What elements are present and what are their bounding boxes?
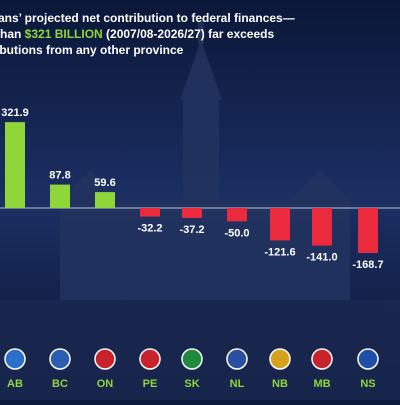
title-line: (2007/08-2026/27) far exceeds [103,27,275,41]
x-tick-label: NS [360,378,375,390]
value-label: 321.9 [1,107,29,119]
province-flag [226,348,248,370]
province-flag [4,348,26,370]
title-line: than [0,27,25,41]
value-label: -121.6 [264,246,295,258]
x-tick-label: ON [97,378,114,390]
x-tick-label: SK [184,378,199,390]
value-label: 59.6 [94,177,115,189]
province-flag [269,348,291,370]
value-label: -37.2 [179,224,204,236]
title-line: tans’ projected net contribution to fede… [0,11,295,25]
bar [140,208,160,217]
value-label: -141.0 [306,252,337,264]
bar [312,208,332,246]
title: tans’ projected net contribution to fede… [0,0,311,57]
x-tick-label: PE [143,378,158,390]
province-flag [181,348,203,370]
x-tick-label: NL [230,378,245,390]
bar [95,192,115,208]
value-label: -50.0 [224,227,249,239]
x-tick-label: NB [272,378,288,390]
province-flag [139,348,161,370]
province-flag [357,348,379,370]
x-tick-label: MB [313,378,330,390]
province-flag [49,348,71,370]
value-label: -168.7 [352,259,383,271]
province-flag [311,348,333,370]
title-line: ibutions from any other province [0,43,184,57]
province-flag [94,348,116,370]
value-label: -32.2 [137,223,162,235]
bar [5,122,25,208]
bar [358,208,378,253]
title-highlight: $321 BILLION [25,27,103,41]
bar [227,208,247,222]
x-tick-label: AB [7,378,23,390]
bar [182,208,202,218]
bar [50,184,70,208]
x-tick-label: BC [52,378,68,390]
bar [270,208,290,241]
value-label: 87.8 [49,170,70,182]
